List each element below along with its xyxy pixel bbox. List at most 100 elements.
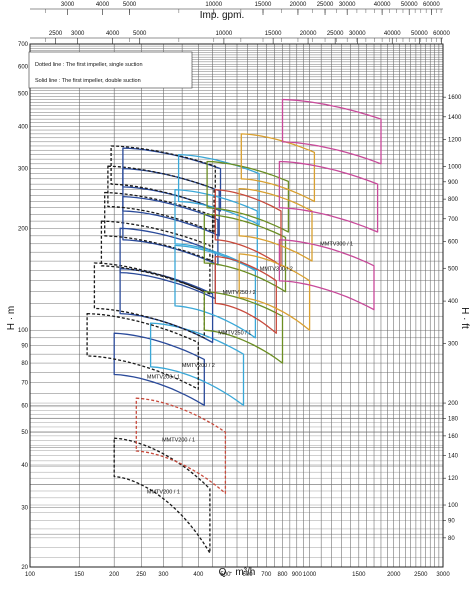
pump-envelope-mmtv200 [100,220,211,295]
top-inner-tick-label: 20000 [300,31,317,37]
top-inner-tick-label: 5000 [133,31,147,37]
x-tick-label: 2500 [414,572,428,578]
pump-envelope-mmtv200 [110,145,216,210]
top-inner-tick-label: 4000 [106,31,120,37]
x-tick-label: 200 [109,572,120,578]
top-outer-tick-label: 25000 [317,2,334,8]
y-tick-label: 300 [18,167,29,173]
top-outer-tick-label: 50000 [401,2,418,8]
pump-envelope-mmtv300 [240,133,316,203]
note-solid: Solid line : The first impeller, double … [35,78,141,84]
x-tick-label: 100 [25,572,36,578]
pump-envelope-mmtv200 [122,167,220,237]
pump-envelope-mmtv250 [177,153,260,226]
pump-envelope-mmtv200 [104,191,214,262]
top-inner-tick-label: 25000 [327,31,344,37]
y-tick-label: 600 [18,65,29,71]
y2-tick-label: 120 [448,476,459,482]
note-box [28,51,193,89]
x-tick-label: 3000 [436,572,450,578]
note-dotted: Dotted line : The first impeller, single… [35,62,143,68]
curve-label: MMTV200 / 1 [147,375,180,381]
grid [29,43,444,568]
x-tick-label: 500 [220,572,231,578]
x-tick-label: 600 [243,572,254,578]
top-inner-tick-label: 40000 [384,31,401,37]
pump-envelope-mmtv300 [278,160,379,233]
y2-tick-label: 800 [448,197,459,203]
y2-tick-label: 1600 [448,95,462,101]
y2-tick-label: 200 [448,401,459,407]
plot-frame [29,43,444,568]
y-tick-label: 40 [21,463,28,469]
y-tick-label: 50 [21,430,28,436]
curve-label: MMTV300 / 2 [260,267,293,273]
x-tick-label: 150 [74,572,85,578]
top-outer-tick-label: 60000 [423,2,440,8]
top-outer-tick-label: 40000 [374,2,391,8]
x-tick-label: 1500 [352,572,366,578]
y2-tick-label: 160 [448,434,459,440]
y2-axis-title: H · ft [459,307,470,329]
y2-tick-label: 900 [448,180,459,186]
y2-tick-label: 400 [448,299,459,305]
x-axis-title: Q · m³/h [219,567,256,578]
pump-envelope-mmtv250 [174,189,258,272]
y2-tick-label: 700 [448,217,459,223]
y-tick-label: 100 [18,328,29,334]
pump-envelope-mmtv300 [238,187,313,262]
top-gpm-scale: 3000 4000 5000 10000 15000 20000 25000 30000 400… [30,2,450,44]
curve-label: MMTV250 / 1 [218,331,251,337]
y2-tick-label: 140 [448,454,459,460]
top-inner-tick-label: 10000 [216,31,233,37]
pump-envelope-mmtv250 [203,291,284,364]
x-tick-label: 900 [292,572,303,578]
x-tick-label: 700 [261,572,272,578]
top-axis-title: Imp. gpm. [200,10,244,21]
y2-tick-label: 100 [448,503,459,509]
pump-envelope-mmtv300 [278,239,375,311]
top-outer-tick-label: 10000 [205,2,222,8]
pump-envelope-mmtv200 [113,437,211,554]
top-inner-tick-label: 3000 [71,31,85,37]
top-outer-tick-label: 5000 [123,2,137,8]
curve-label: MMTV300 / 1 [320,241,353,247]
y-axis-title: H · m [6,306,17,330]
y2-tick-label: 1000 [448,164,462,170]
y2-tick-label: 500 [448,266,459,272]
x-tick-label: 1000 [303,572,317,578]
y2-tick-label: 80 [448,536,455,542]
top-inner-tick-label: 50000 [411,31,428,37]
y2-tick-label: 600 [448,239,459,245]
curve-label: MMTV200 / 1 [147,489,180,495]
y2-tick-label: 1400 [448,115,462,121]
x-tick-label: 2000 [387,572,401,578]
y-tick-label: 70 [21,381,28,387]
y2-tick-label: 300 [448,341,459,347]
top-outer-tick-label: 20000 [290,2,307,8]
x-tick-label: 800 [277,572,288,578]
pump-envelope-mmtv200 [86,312,199,390]
top-outer-tick-label: 3000 [61,2,75,8]
y-tick-label: 700 [18,42,29,48]
pump-envelope-mmtv300 [238,253,311,331]
top-outer-tick-label: 15000 [255,2,272,8]
y2-tick-label: 180 [448,417,459,423]
curve-label: MMTV200 / 2 [182,363,215,369]
pump-envelope-mmtv250 [206,160,290,233]
pump-envelope-mmtv250 [214,255,277,334]
y-tick-label: 400 [18,124,29,130]
top-outer-tick-label: 30000 [339,2,356,8]
top-inner-tick-label: 15000 [265,31,282,37]
y-tick-label: 60 [21,403,28,409]
top-inner-tick-label: 30000 [349,31,366,37]
pump-envelope-mmtv200 [113,332,205,407]
pump-envelope-mmtv250 [203,213,287,293]
y-tick-label: 500 [18,91,29,97]
x-tick-label: 300 [158,572,169,578]
y-tick-label: 80 [21,361,28,367]
pump-envelope-mmtv200 [135,397,227,494]
y-tick-label: 30 [21,505,28,511]
